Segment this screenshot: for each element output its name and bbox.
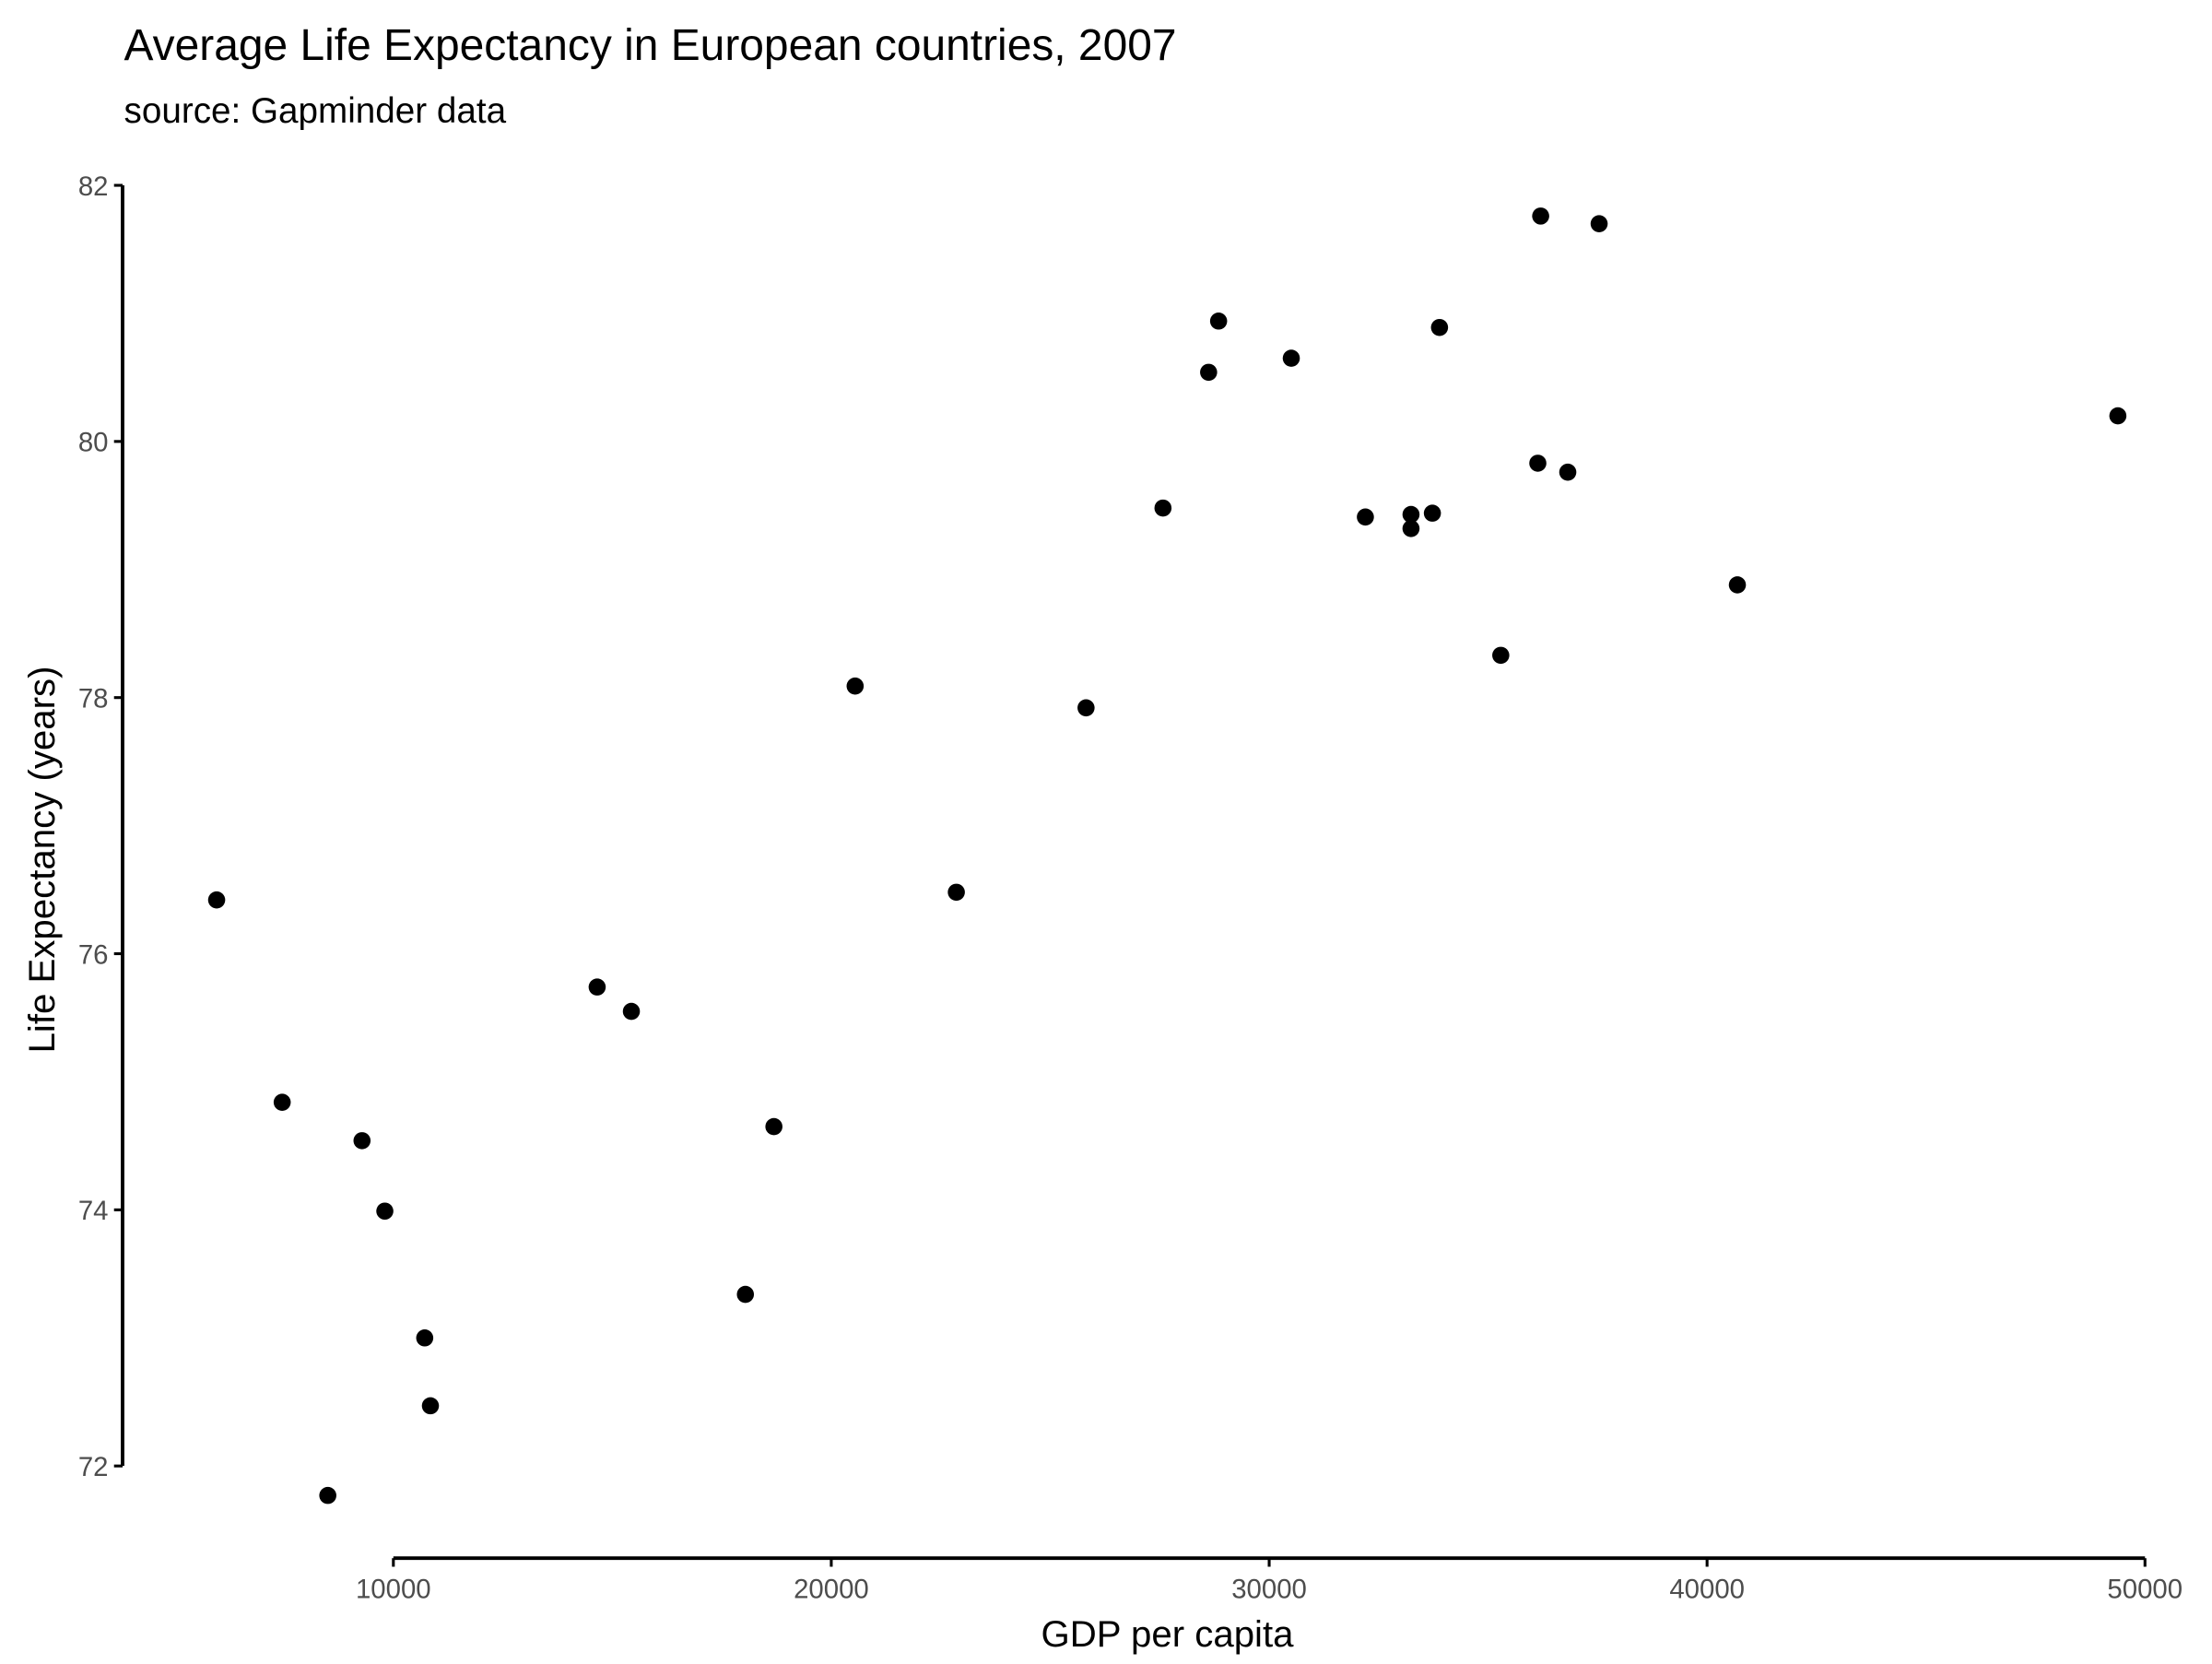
- y-tick-label: 80: [78, 428, 109, 458]
- data-point: [1492, 646, 1510, 665]
- y-tick-label: 82: [78, 171, 109, 202]
- data-point: [1590, 215, 1608, 232]
- x-tick-label: 50000: [2107, 1575, 2183, 1605]
- y-tick-label: 78: [78, 684, 109, 714]
- x-tick-label: 10000: [356, 1575, 431, 1605]
- x-tick-label: 20000: [794, 1575, 869, 1605]
- data-point: [1402, 520, 1420, 537]
- data-point: [1430, 318, 1449, 336]
- data-point: [1402, 505, 1420, 524]
- data-point: [1209, 313, 1228, 330]
- data-point: [1282, 349, 1300, 367]
- chart-title: Average Life Expectancy in European coun…: [124, 21, 1177, 70]
- data-point: [1559, 463, 1577, 481]
- data-point: [622, 1002, 641, 1021]
- data-point: [765, 1117, 782, 1136]
- x-axis-title: GDP per capita: [1041, 1613, 1294, 1655]
- y-tick-label: 72: [78, 1452, 109, 1482]
- data-point: [1357, 508, 1374, 526]
- data-point: [1529, 454, 1547, 472]
- data-point: [376, 1202, 394, 1221]
- data-point: [353, 1132, 371, 1150]
- data-point: [1532, 207, 1549, 225]
- data-point: [736, 1285, 755, 1304]
- data-point: [947, 883, 965, 902]
- chart-subtitle: source: Gapminder data: [124, 91, 507, 131]
- data-point: [2109, 407, 2127, 425]
- axes: 10000 20000 30000 40000 50000 72 74 76 78 80 82: [78, 171, 2183, 1605]
- y-tick-label: 74: [78, 1196, 109, 1226]
- data-point: [207, 891, 226, 909]
- y-axis-title: Life Expectancy (years): [21, 667, 63, 1054]
- data-point: [273, 1093, 291, 1111]
- data-point: [588, 978, 606, 996]
- data-point: [1154, 499, 1172, 517]
- data-point: [421, 1397, 440, 1415]
- x-tick-label: 30000: [1231, 1575, 1307, 1605]
- data-point: [1423, 504, 1441, 522]
- y-tick-label: 76: [78, 939, 109, 970]
- data-point: [846, 677, 865, 695]
- x-tick-label: 40000: [1669, 1575, 1745, 1605]
- data-point: [416, 1328, 434, 1347]
- data-point: [1077, 699, 1095, 717]
- data-point: [1728, 576, 1747, 594]
- data-point: [319, 1486, 336, 1505]
- points: [207, 207, 2127, 1505]
- data-point: [1200, 363, 1218, 382]
